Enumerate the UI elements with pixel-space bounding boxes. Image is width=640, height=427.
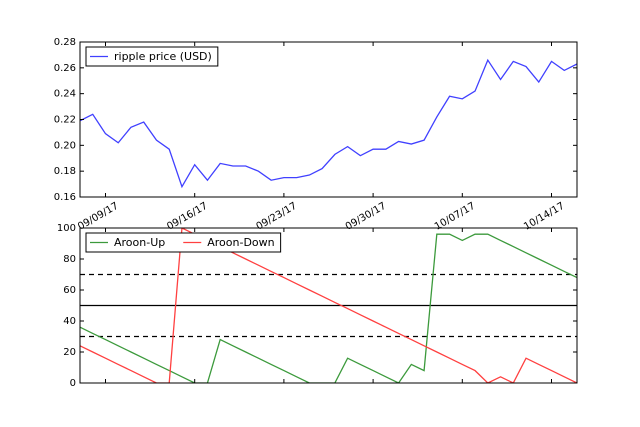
legend-box [85, 46, 219, 67]
y-tick-label: 0.24 [54, 89, 76, 100]
y-tick-label: 0 [70, 378, 76, 389]
y-tick-label: 80 [63, 254, 76, 265]
legend-label: ripple price (USD) [114, 50, 212, 63]
legend: Aroon-Up Aroon-Down [85, 232, 282, 253]
legend-label: Aroon-Down [207, 236, 274, 249]
y-tick-label: 0.18 [54, 166, 76, 177]
y-tick-label: 0.22 [54, 115, 76, 126]
plot-area [80, 228, 577, 383]
data-line [80, 58, 577, 189]
y-tick-label: 40 [63, 316, 76, 327]
data-line [80, 233, 577, 383]
axes-frame [79, 227, 578, 384]
legend-label: Aroon-Up [114, 236, 165, 249]
y-tick-label: 0.16 [54, 192, 76, 203]
y-tick-label: 20 [63, 347, 76, 358]
plot-area [80, 58, 577, 189]
legend: ripple price (USD) [85, 46, 219, 67]
y-tick-label: 0.20 [54, 140, 76, 151]
y-tick-label: 0.28 [54, 37, 76, 48]
y-tick-label: 100 [57, 223, 76, 234]
y-tick-label: 60 [63, 285, 76, 296]
y-tick-label: 0.26 [54, 63, 76, 74]
data-line [80, 228, 577, 383]
